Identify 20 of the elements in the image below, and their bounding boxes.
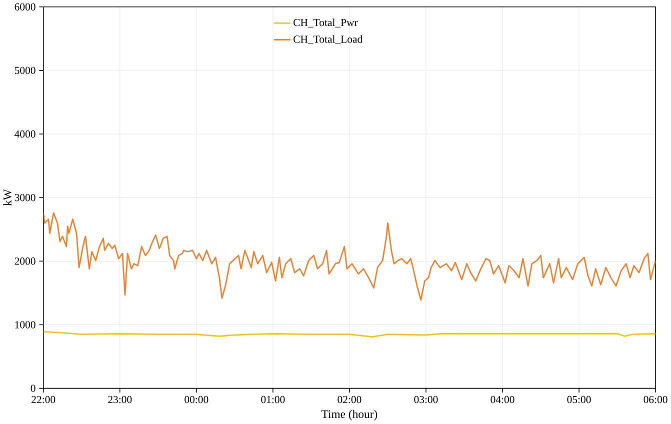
y-tick-label: 1000 <box>15 321 36 328</box>
y-axis-title: kW <box>3 189 12 206</box>
legend-label: CH_Total_Pwr <box>294 18 358 28</box>
y-tick-label: 3000 <box>14 194 36 202</box>
y-tick-label: 0 <box>30 384 36 392</box>
y-tick-label: 2000 <box>14 258 36 265</box>
x-axis-title: Time (hour) <box>321 410 378 421</box>
legend-label: CH_Total_Load <box>294 35 362 44</box>
x-tick-label: 06:00 <box>644 396 668 404</box>
x-tick-label: 02:00 <box>338 396 362 404</box>
x-tick-label: 22:00 <box>32 396 56 404</box>
y-tick-label: 5000 <box>14 66 36 74</box>
x-tick-label: 00:00 <box>184 396 208 404</box>
x-tick-label: 03:00 <box>414 396 438 404</box>
x-tick-label: 04:00 <box>490 396 514 404</box>
x-tick-label: 23:00 <box>108 396 132 404</box>
y-tick-label: 4000 <box>14 130 36 138</box>
x-tick-label: 01:00 <box>261 396 285 404</box>
y-tick-label: 6000 <box>14 3 36 11</box>
x-tick-label: 05:00 <box>567 396 591 404</box>
